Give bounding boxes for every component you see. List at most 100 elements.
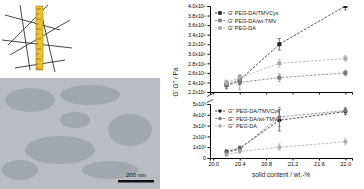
network-strand [20,5,30,70]
x-tick-mark [345,92,346,95]
scale-bar [118,180,154,183]
legend-label: G'' PEG-DA/TMVCys [228,108,280,114]
y-tick: 2.8x10⁵ [188,61,210,67]
data-point [277,61,281,65]
y-tick-label: 5x10³ [193,101,206,107]
ruler-tick [36,34,39,35]
legend-label: G' PEG-DA [228,25,256,31]
micrograph-texture [2,160,38,180]
y-tick: 3x10³ [193,123,210,129]
x-tick [319,92,320,95]
legend-marker [218,11,222,15]
scale-bar-label: 200 nm [126,172,146,178]
series [225,56,348,85]
legend-marker [218,124,222,128]
series [225,107,348,154]
micrograph-texture [5,88,55,112]
micrograph-texture [60,85,120,105]
break-mark [207,100,213,103]
axis-break [207,94,213,97]
series-line [227,112,346,152]
error-bar [344,70,347,76]
figure: 200 nm2.2x10⁵2.4x10⁵2.6x10⁵2.8x10⁵3.0x10… [0,0,364,189]
y-tick: 2x10³ [193,134,210,140]
legend-label: G' PEG-DA/wt-TMV [228,18,277,24]
ruler-tick [36,44,39,45]
y-tick-mark [208,73,211,74]
x-tick-label: 20.4 [235,161,246,167]
y-tick-label: 2.2x10⁵ [188,89,206,95]
y-tick-mark [208,63,211,64]
y-tick: 3.2x10⁵ [188,41,210,47]
y-tick-label: 3.2x10⁵ [188,41,206,47]
y-tick: 4x10³ [193,112,210,118]
ruler-tick [36,59,41,60]
x-tick-mark [266,92,267,95]
panel: 2.2x10⁵2.4x10⁵2.6x10⁵2.8x10⁵3.0x10⁵3.2x1… [188,2,353,96]
ruler [36,6,43,70]
x-axis-line [211,159,353,161]
x-tick [213,92,214,95]
y-tick: 2.2x10⁵ [188,89,210,95]
micrograph-image [0,78,160,189]
x-tick [240,92,241,95]
y-tick-label: 2x10³ [193,134,206,140]
ruler-tick [36,9,41,10]
ruler-tick [36,14,39,15]
legend-marker [218,117,222,121]
x-tick-label: 21.6 [314,161,325,167]
ruler-tick [36,24,39,25]
x-tick [266,92,267,95]
y-tick-label: 3.0x10⁵ [188,51,206,57]
ruler-tick [36,19,41,20]
axis-break [207,100,213,103]
legend-marker [218,109,222,113]
x-tick: 21.6 [314,158,325,167]
error-bar [344,107,347,113]
legend-marker [218,26,222,30]
legend-label: G' PEG-DA/TMVCys [228,10,279,16]
error-bar [278,74,281,82]
micrograph-texture [60,112,90,128]
y-tick-label: 4.0x10⁵ [188,3,206,9]
y-tick-label: 0 [203,155,206,161]
error-bar [225,154,228,156]
series-line [227,73,346,85]
series-line [227,142,346,155]
data-point [277,76,281,80]
x-tick-mark [319,92,320,95]
y-tick-label: 2.4x10⁵ [188,80,206,86]
y-tick-mark [208,158,211,159]
data-point [238,76,242,80]
x-tick: 20.8 [261,158,272,167]
legend-label: G'' PEG-DA [228,123,257,129]
y-tick-label: 2.8x10⁵ [188,61,206,67]
legend: G'' PEG-DA/TMVCys G'' PEG-DA/wt-TMVG'' PE… [215,108,280,129]
y-tick-mark [208,82,211,83]
y-axis-line [208,7,211,93]
x-axis: 20.020.420.821.221.622.0 [208,158,352,167]
x-tick-label: 21.2 [288,161,299,167]
legend-marker [218,19,222,23]
y-tick-mark [208,92,211,93]
y-tick-mark [208,115,211,116]
y-axis-title: G' G'' / Pa [172,67,179,96]
y-axis: 2.2x10⁵2.4x10⁵2.6x10⁵2.8x10⁵3.0x10⁵3.2x1… [188,3,211,95]
data-point [277,115,281,119]
break-mark [207,94,213,97]
data-point [343,71,347,75]
x-tick: 21.2 [288,158,299,167]
panel: 01x10³2x10³3x10³4x10³5x10³20.020.420.821… [193,100,353,167]
y-tick-label: 3x10³ [193,123,206,129]
y-tick-mark [208,104,211,105]
y-tick: 3.8x10⁵ [188,13,210,19]
x-tick-label: 20.8 [261,161,272,167]
legend-label: G'' PEG-DA/wt-TMV [228,116,278,122]
ruler-tick [36,49,41,50]
series [225,70,348,90]
plot-area [225,107,348,157]
x-tick-label: 20.0 [208,161,219,167]
data-point [225,80,229,84]
y-tick: 4.0x10⁵ [188,3,210,9]
y-tick: 3.6x10⁵ [188,22,210,28]
